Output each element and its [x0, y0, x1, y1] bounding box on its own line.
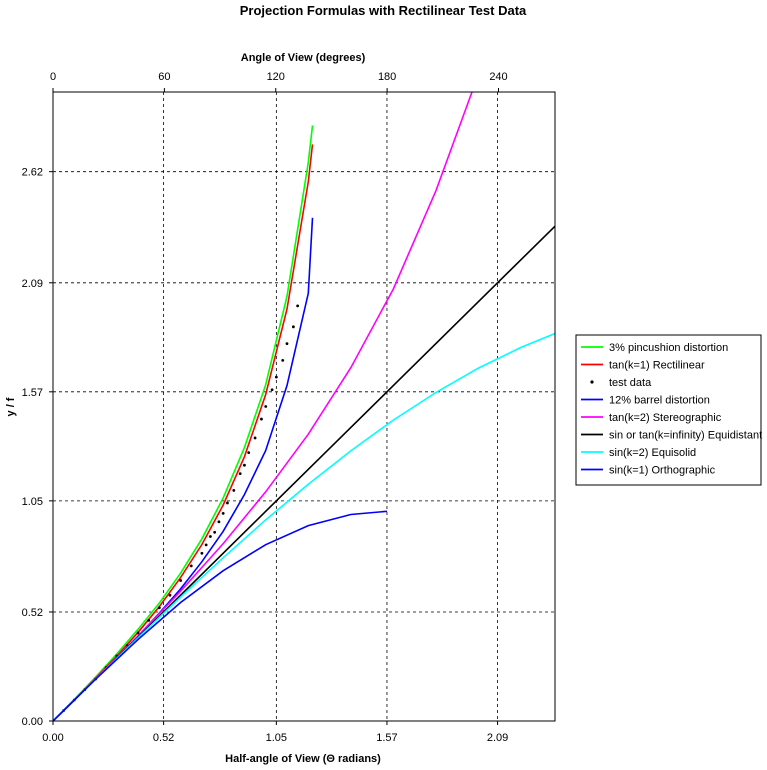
x-tick-label: 0.00 — [42, 732, 63, 744]
test-data-point — [147, 618, 151, 622]
test-data-point — [247, 451, 251, 455]
top-tick-label: 240 — [489, 71, 507, 83]
x-axis-label: Half-angle of View (Θ radians) — [225, 753, 381, 765]
top-tick-label: 120 — [267, 71, 285, 83]
legend: 3% pincushion distortion tan(k=1) Rectili… — [575, 334, 762, 486]
test-data-point — [281, 358, 285, 362]
top-axis-label: Angle of View (degrees) — [241, 52, 366, 64]
x-tick-label: 2.09 — [487, 732, 508, 744]
test-data-point — [285, 342, 289, 345]
test-data-point — [221, 512, 225, 515]
test-data-point — [253, 436, 257, 440]
x-tick-label: 0.52 — [153, 732, 174, 744]
legend-entry: sin or tan(k=infinity) Equidistant — [609, 430, 762, 442]
legend-box — [575, 334, 762, 486]
y-tick-label: 0.52 — [22, 607, 43, 619]
top-tick-label: 0 — [50, 71, 56, 83]
test-data-point — [200, 551, 204, 555]
top-tick-label: 60 — [158, 71, 170, 83]
x-tick-label: 1.05 — [266, 732, 287, 744]
test-data-point — [270, 388, 274, 392]
grid-lines — [53, 92, 555, 721]
y-axis-label: y / f — [5, 397, 17, 416]
series-group — [53, 92, 555, 721]
test-data-point — [296, 304, 300, 308]
y-tick-label: 1.57 — [22, 387, 43, 399]
series-line-3-pincushion-distortion — [53, 125, 314, 721]
test-data-point — [179, 579, 183, 582]
test-data-point — [291, 325, 295, 329]
legend-entry: tan(k=2) Stereographic — [609, 412, 722, 424]
chart-title: Projection Formulas with Rectilinear Tes… — [240, 3, 527, 18]
legend-entry: 3% pincushion distortion — [609, 342, 728, 354]
test-data-point — [136, 631, 140, 635]
test-data-point — [274, 375, 278, 379]
test-data-point — [168, 593, 172, 597]
series-line-sin-k-2-equisolid — [53, 332, 555, 721]
legend-entry: sin(k=2) Equisolid — [609, 447, 696, 459]
test-data-point — [232, 488, 236, 492]
test-data-point — [243, 463, 246, 467]
top-tick-label: 180 — [378, 71, 396, 83]
test-data-point — [238, 472, 242, 475]
test-data-point — [157, 606, 161, 610]
legend-entry: sin(k=1) Orthographic — [609, 465, 716, 477]
test-data-point — [213, 530, 217, 534]
x-tick-label: 1.57 — [376, 732, 397, 744]
legend-entry: 12% barrel distortion — [609, 395, 710, 407]
y-tick-label: 2.09 — [22, 278, 43, 290]
test-data-point — [189, 564, 193, 568]
test-data-point — [226, 501, 229, 505]
test-data-point — [209, 535, 212, 538]
test-data-point — [204, 543, 208, 547]
plot-border — [52, 91, 556, 722]
test-data-point — [264, 405, 268, 408]
y-tick-label: 0.00 — [22, 716, 43, 728]
test-data-point — [217, 520, 221, 524]
plot-area — [53, 92, 555, 721]
series-line-sin-k-1-orthographic — [53, 510, 388, 721]
legend-marker — [590, 380, 594, 384]
y-tick-label: 1.05 — [22, 496, 43, 508]
test-data-point — [260, 417, 263, 421]
legend-entry: test data — [609, 377, 652, 389]
legend-entry: tan(k=1) Rectilinear — [609, 360, 705, 372]
y-tick-label: 2.62 — [22, 167, 43, 179]
tick-labels: 0.00 0.52 1.05 1.57 2.09 0.00 0.52 1.05 1.57 2.09… — [22, 71, 509, 744]
